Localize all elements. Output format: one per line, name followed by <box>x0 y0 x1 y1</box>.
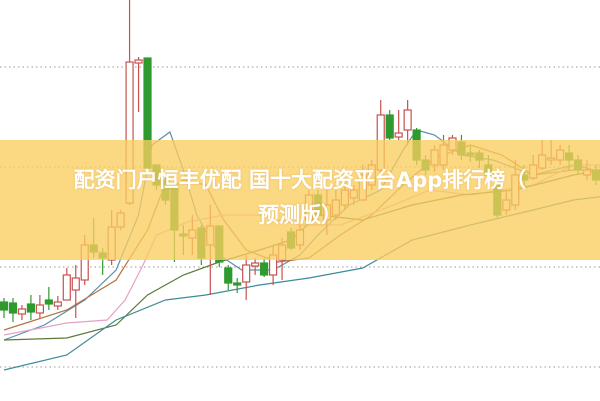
candle-body <box>394 132 403 138</box>
candle <box>134 57 143 112</box>
candle-body <box>251 262 260 267</box>
candle <box>385 110 394 140</box>
overlay-title-line1: 配资门户恒丰优配 国十大配资平台App排行榜（ <box>73 168 527 192</box>
overlay-title-line2: 预测版） <box>258 203 342 227</box>
candle <box>8 298 18 322</box>
candle <box>35 295 44 318</box>
candle-body <box>8 302 18 314</box>
candle-body <box>71 277 80 291</box>
candle-body <box>44 299 53 305</box>
candle <box>394 110 403 140</box>
candle-body <box>17 308 27 315</box>
candle <box>233 278 242 293</box>
candle <box>403 100 412 145</box>
candle-body <box>134 59 143 64</box>
candle <box>62 268 71 301</box>
candle <box>0 298 9 318</box>
candle <box>17 305 27 320</box>
candle <box>251 258 260 275</box>
candle-body <box>53 301 62 307</box>
candle-body <box>233 282 242 286</box>
candle-body <box>403 109 412 131</box>
candle <box>53 296 62 310</box>
candle-body <box>224 267 233 284</box>
candle-body <box>385 114 394 139</box>
candle-body <box>62 274 71 301</box>
candle <box>242 255 251 300</box>
candle-body <box>242 264 251 283</box>
candle-body <box>260 262 269 276</box>
candle <box>260 258 269 277</box>
candle <box>71 265 80 318</box>
candle <box>26 295 36 320</box>
candle <box>44 287 53 310</box>
overlay-title: 配资门户恒丰优配 国十大配资平台App排行榜（ 预测版） <box>0 163 600 233</box>
candle-body <box>26 303 36 313</box>
candle-body <box>0 301 9 311</box>
title-banner <box>0 140 600 260</box>
candle-body <box>35 304 44 314</box>
candle <box>224 265 233 290</box>
